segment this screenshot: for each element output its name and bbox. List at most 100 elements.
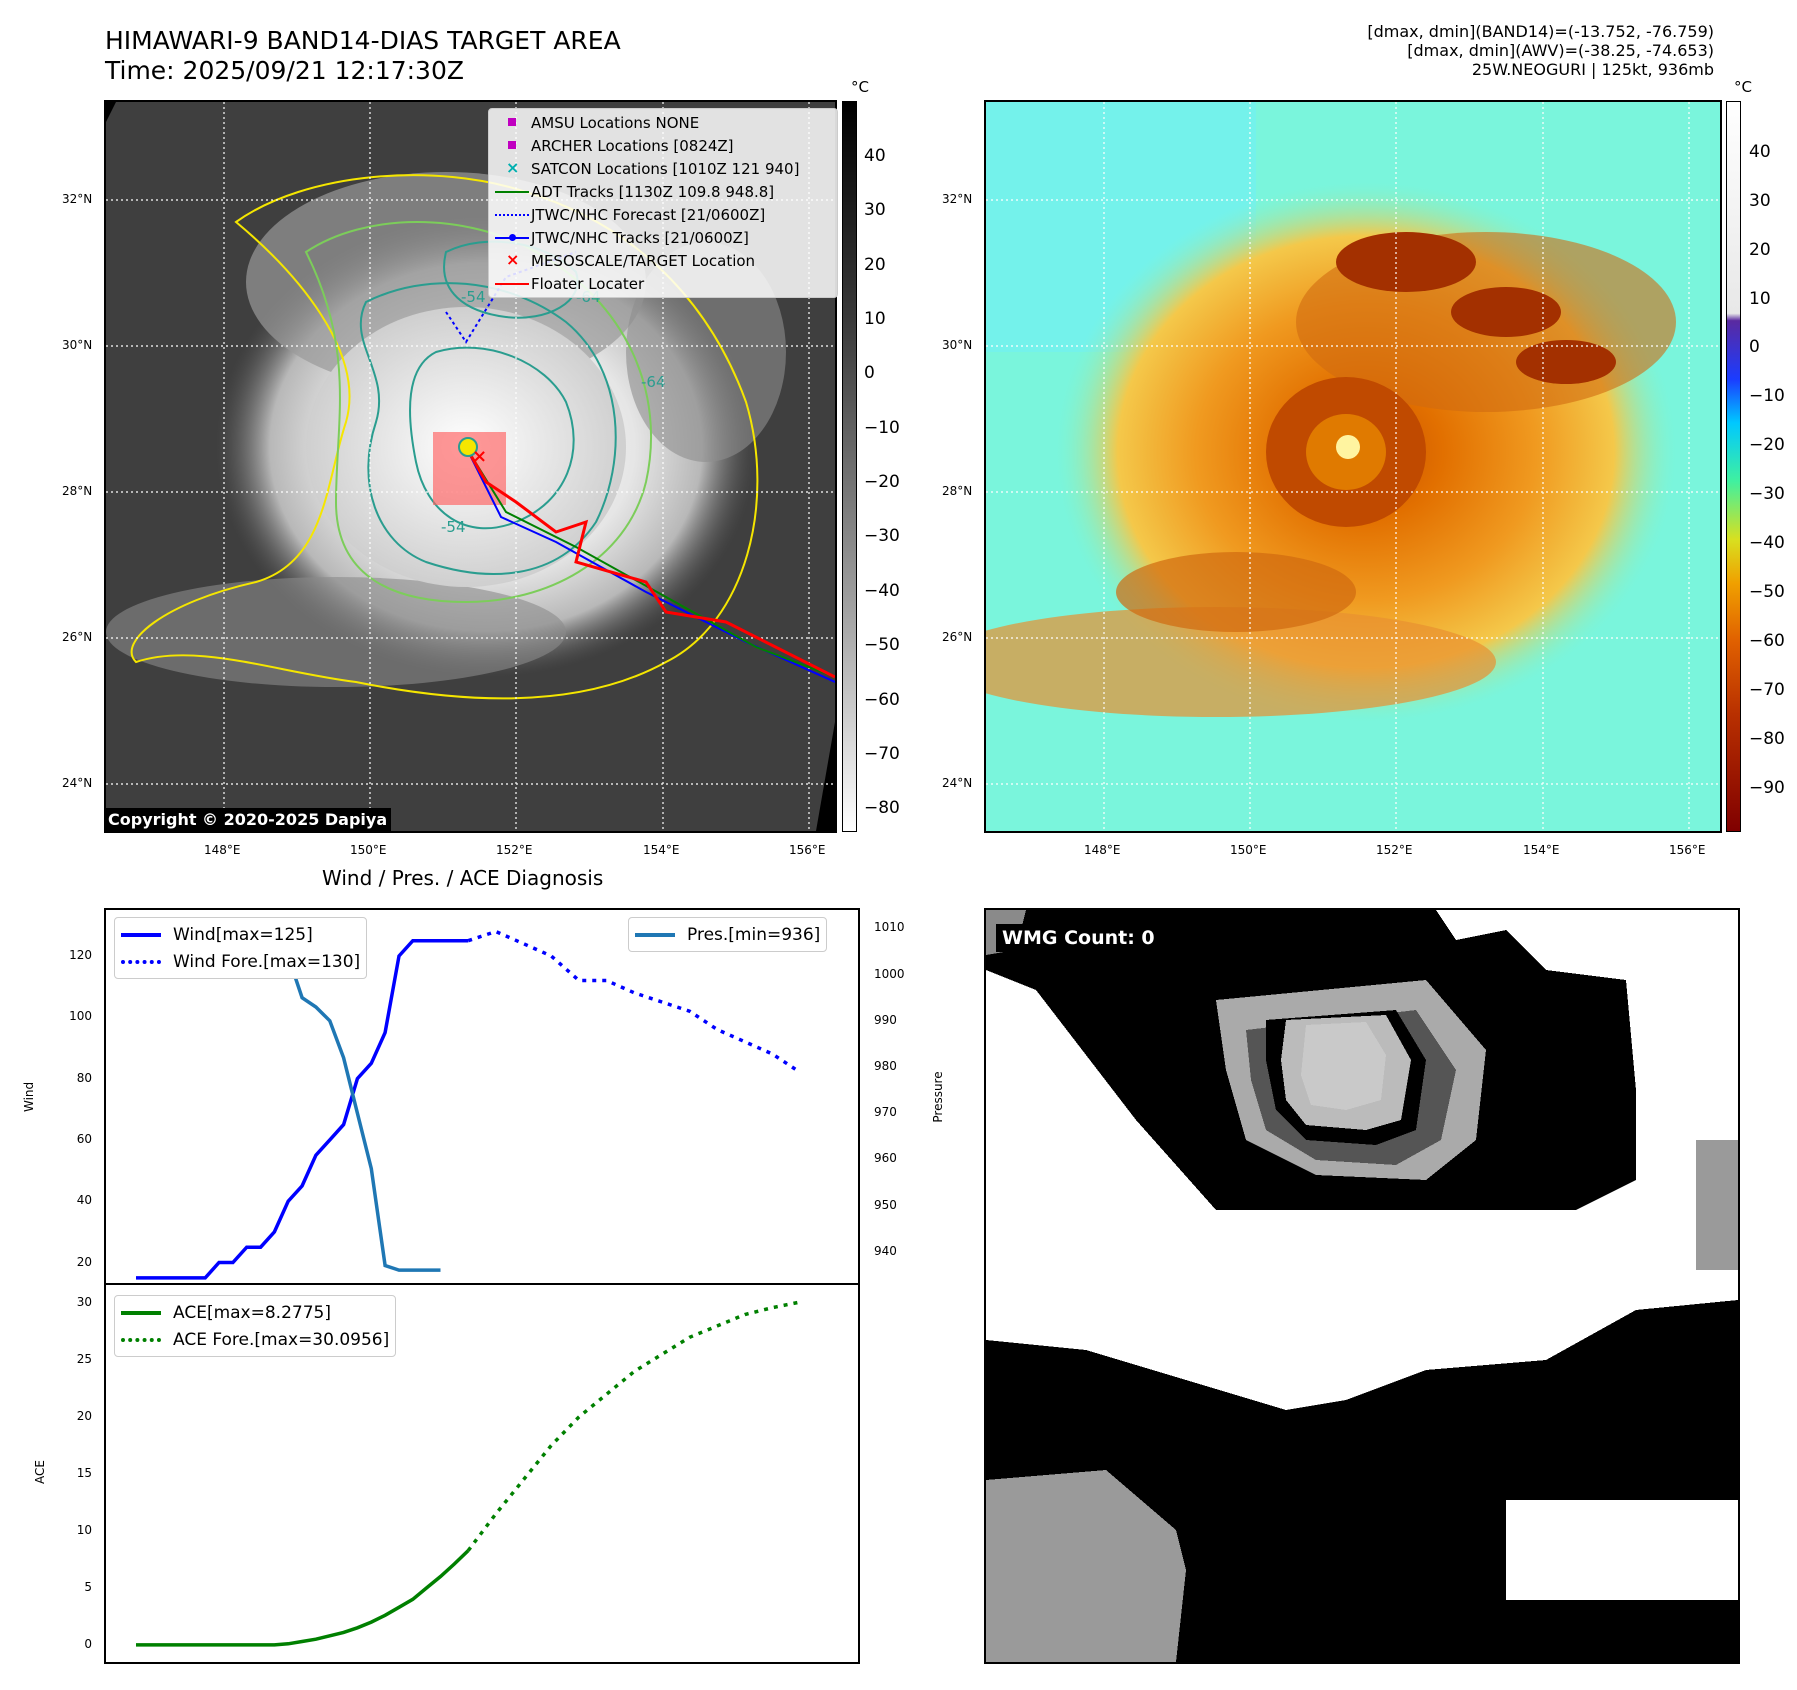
wind-tick-label: 20 [76, 1254, 92, 1269]
lat-label: 28°N [62, 484, 93, 498]
square-marker-icon [493, 134, 531, 157]
solid-line-icon [121, 932, 161, 937]
legend-archer: ARCHER Locations [0824Z] [493, 134, 833, 157]
gray-cb-tick: −40 [864, 581, 900, 601]
line-icon [493, 180, 531, 203]
lat-label: 30°N [942, 338, 973, 352]
lon-label: 154°E [1523, 843, 1560, 857]
map-legend: AMSU Locations NONE ARCHER Locations [08… [488, 108, 838, 298]
color-gridlines [986, 102, 1720, 831]
wind-tick-label: 60 [76, 1131, 92, 1146]
wmg-panel: WMG Count: 0 [984, 908, 1740, 1664]
ace-lines [136, 1300, 801, 1647]
gray-cb-tick: 30 [864, 200, 886, 220]
lat-label: 26°N [942, 630, 973, 644]
target-x: × [472, 446, 487, 467]
lon-label: 152°E [1376, 843, 1413, 857]
gray-cb-tick: −30 [864, 526, 900, 546]
awv-range: [dmax, dmin](AWV)=(-38.25, -74.653) [1407, 41, 1714, 60]
wmg-image [986, 910, 1738, 1662]
chart-panel [104, 908, 860, 1664]
ace-legend: ACE[max=8.2775] ACE Fore.[max=30.0956] [114, 1295, 397, 1357]
storm-info: [dmax, dmin](BAND14)=(-13.752, -76.759) … [1367, 22, 1714, 79]
contour-label: -54 [441, 518, 466, 536]
gray-cb-tick: 20 [864, 255, 886, 275]
color-colorbar [1726, 101, 1741, 832]
gray-cb-tick: 0 [864, 363, 875, 383]
wind-tick-label: 100 [69, 1009, 92, 1024]
wind-tick-label: 40 [76, 1193, 92, 1208]
wind-axis-label: Wind [22, 1081, 36, 1112]
gray-cb-tick: −20 [864, 472, 900, 492]
lat-label: 32°N [62, 192, 93, 206]
x-marker-icon: × [506, 158, 520, 177]
color-cb-tick: −40 [1749, 533, 1785, 553]
lon-label: 148°E [1084, 843, 1121, 857]
gray-colorbar [842, 101, 857, 832]
ace-tick-label: 30 [76, 1295, 92, 1310]
legend-ace: ACE[max=8.2775] [121, 1299, 389, 1326]
contour-label: -64 [641, 373, 666, 391]
color-cb-tick: −60 [1749, 631, 1785, 651]
pressure-tick-label: 1010 [874, 920, 905, 935]
legend-floater: Floater Locater [493, 272, 833, 295]
legend-amsu: AMSU Locations NONE [493, 111, 833, 134]
ace-tick-label: 10 [76, 1522, 92, 1537]
wind-tick-label: 80 [76, 1070, 92, 1085]
chart-title: Wind / Pres. / ACE Diagnosis [322, 866, 604, 890]
ace-tick-label: 15 [76, 1466, 92, 1480]
legend-wind: Wind[max=125] [121, 921, 360, 948]
pressure-tick-label: 1000 [874, 966, 905, 981]
lon-label: 148°E [204, 843, 241, 857]
color-cb-tick: −90 [1749, 778, 1785, 798]
lat-label: 32°N [942, 192, 973, 206]
dotted-line-icon [121, 959, 161, 964]
ace-tick-label: 5 [84, 1579, 92, 1594]
series-line-0 [136, 938, 469, 1280]
contour-label: -54 [461, 288, 486, 306]
lat-label: 24°N [62, 776, 93, 790]
series-line-4 [466, 1300, 801, 1552]
lon-label: 154°E [643, 843, 680, 857]
lat-label: 28°N [942, 484, 973, 498]
color-cb-tick: 10 [1749, 289, 1771, 309]
figure-title: HIMAWARI-9 BAND14-DIAS TARGET AREA Time: … [105, 26, 621, 85]
solid-line-icon [635, 932, 675, 937]
legend-mesoscale: × MESOSCALE/TARGET Location [493, 249, 833, 272]
wind-tick-label: 120 [69, 947, 92, 962]
gray-cb-tick: −10 [864, 418, 900, 438]
color-cb-tick: −20 [1749, 435, 1785, 455]
ace-tick-label: 20 [76, 1409, 92, 1424]
pressure-tick-label: 940 [874, 1243, 897, 1258]
wind-pres-ace-chart [106, 917, 858, 1647]
pressure-axis-label: Pressure [931, 1071, 945, 1123]
ace-axis-label: ACE [33, 1460, 47, 1484]
lon-label: 156°E [789, 843, 826, 857]
gray-cb-tick: −50 [864, 635, 900, 655]
legend-pressure: Pres.[min=936] [635, 921, 820, 948]
gray-cb-tick: −60 [864, 690, 900, 710]
gray-cb-tick: 40 [864, 146, 886, 166]
storm-center [458, 437, 478, 457]
color-cb-tick: −50 [1749, 582, 1785, 602]
color-cb-tick: 30 [1749, 191, 1771, 211]
legend-jtwc-tracks: JTWC/NHC Tracks [21/0600Z] [493, 226, 833, 249]
line-dot-icon [493, 226, 531, 249]
color-cb-tick: −70 [1749, 680, 1785, 700]
pressure-tick-label: 950 [874, 1197, 897, 1212]
pressure-legend: Pres.[min=936] [628, 917, 828, 952]
x-marker-icon: × [506, 250, 520, 269]
legend-ace-forecast: ACE Fore.[max=30.0956] [121, 1326, 389, 1353]
color-colorbar-unit: °C [1734, 78, 1752, 96]
band14-range: [dmax, dmin](BAND14)=(-13.752, -76.759) [1367, 22, 1714, 41]
gray-cb-tick: −70 [864, 744, 900, 764]
dotted-line-icon [493, 203, 531, 226]
lat-label: 30°N [62, 338, 93, 352]
wind-legend: Wind[max=125] Wind Fore.[max=130] [114, 917, 368, 979]
color-cb-tick: −80 [1749, 729, 1785, 749]
wmg-count-label: WMG Count: 0 [996, 924, 1161, 952]
pressure-tick-label: 960 [874, 1151, 897, 1166]
dotted-line-icon [121, 1337, 161, 1342]
lon-label: 152°E [496, 843, 533, 857]
series-line-3 [136, 1549, 470, 1647]
